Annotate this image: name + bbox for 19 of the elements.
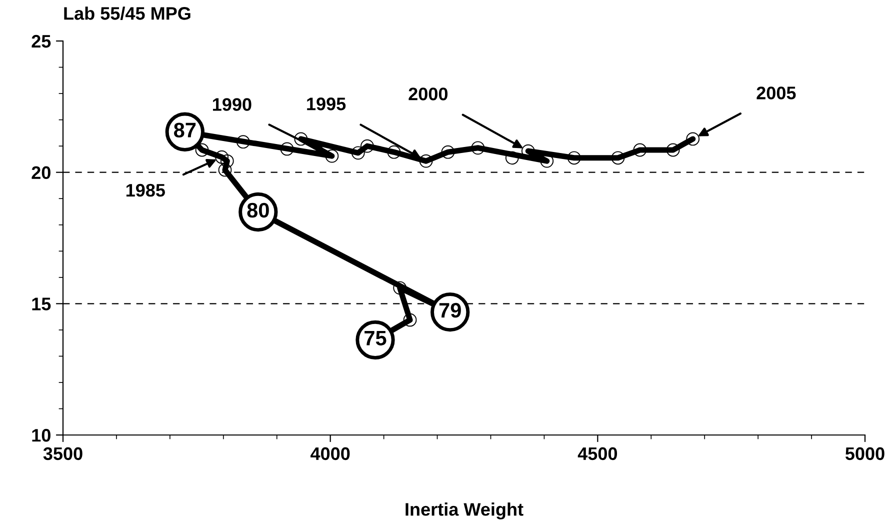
annotation: 2000 bbox=[408, 88, 448, 100]
y-axis-title: Lab 55/45 MPG bbox=[64, 6, 190, 20]
y-tick-label: 25 bbox=[32, 34, 51, 48]
annotation: 2005 bbox=[756, 86, 796, 100]
x-tick-label: 3500 bbox=[43, 447, 82, 460]
annotation: 87 bbox=[174, 122, 196, 138]
y-tick-label: 20 bbox=[32, 166, 50, 180]
annotation: 1995 bbox=[307, 98, 346, 110]
annotation: 80 bbox=[247, 202, 269, 218]
x-tick-label: 4500 bbox=[578, 447, 618, 460]
annotation: 75 bbox=[364, 330, 386, 346]
annotation: 1990 bbox=[212, 98, 252, 111]
x-tick-label: 5000 bbox=[845, 447, 884, 460]
x-axis-title: Inertia Weight bbox=[406, 502, 524, 520]
y-tick-label: 15 bbox=[32, 298, 51, 310]
annotation: 1985 bbox=[126, 184, 165, 197]
y-tick-label: 10 bbox=[32, 428, 50, 442]
x-tick-label: 4000 bbox=[310, 447, 350, 460]
annotation: 79 bbox=[439, 302, 461, 318]
